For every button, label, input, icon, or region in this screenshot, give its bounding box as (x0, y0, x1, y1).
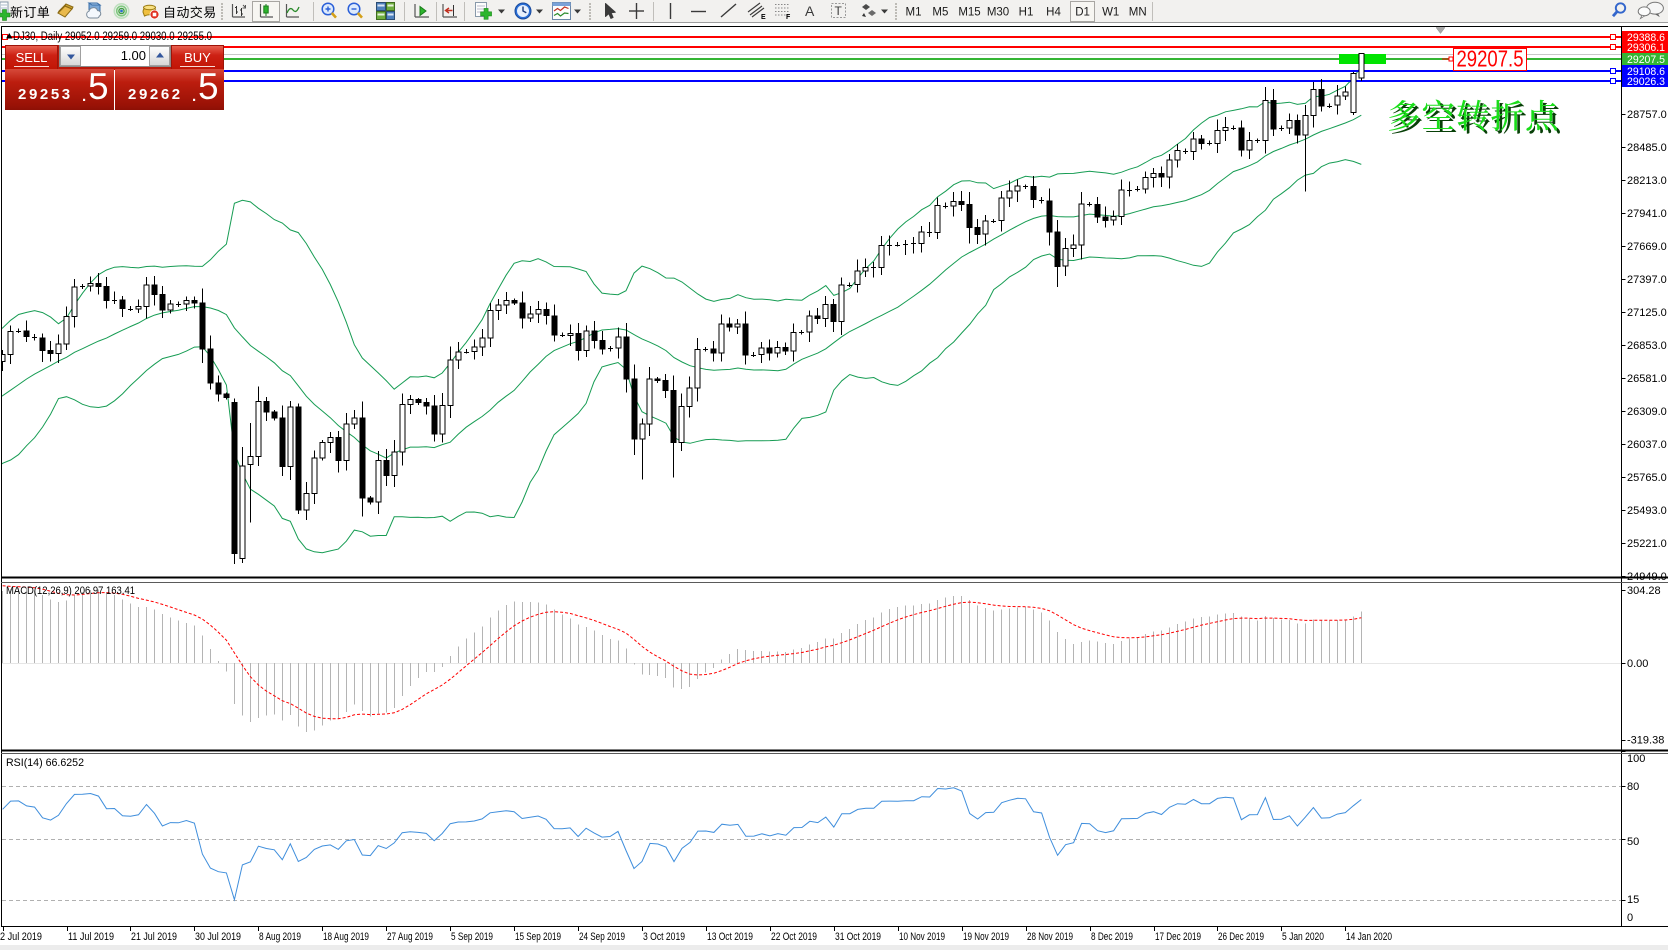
svg-text:27 Aug 2019: 27 Aug 2019 (387, 931, 433, 943)
svg-text:29026.3: 29026.3 (1627, 76, 1665, 88)
svg-text:H1: H1 (1019, 7, 1034, 19)
svg-text:29207.5: 29207.5 (1627, 54, 1665, 66)
svg-text:27397.0: 27397.0 (1627, 274, 1667, 286)
svg-text:28485.0: 28485.0 (1627, 142, 1667, 154)
svg-text:22 Oct 2019: 22 Oct 2019 (771, 931, 817, 943)
svg-text:27941.0: 27941.0 (1627, 208, 1667, 220)
svg-text:50: 50 (1627, 836, 1639, 848)
svg-text:21 Jul 2019: 21 Jul 2019 (131, 931, 177, 943)
svg-text:26309.0: 26309.0 (1627, 406, 1667, 418)
svg-text:26 Dec 2019: 26 Dec 2019 (1218, 931, 1264, 943)
svg-text:8 Aug 2019: 8 Aug 2019 (259, 931, 301, 943)
svg-text:25493.0: 25493.0 (1627, 505, 1667, 517)
svg-text:5 Sep 2019: 5 Sep 2019 (451, 931, 493, 943)
svg-text:5 Jan 2020: 5 Jan 2020 (1282, 931, 1324, 943)
svg-text:13 Oct 2019: 13 Oct 2019 (707, 931, 753, 943)
svg-text:27669.0: 27669.0 (1627, 241, 1667, 253)
svg-text:F: F (786, 14, 791, 21)
svg-text:15 Sep 2019: 15 Sep 2019 (515, 931, 561, 943)
svg-text:24949.0: 24949.0 (1627, 571, 1667, 583)
svg-text:26581.0: 26581.0 (1627, 373, 1667, 385)
svg-text:A: A (805, 3, 815, 19)
svg-text:27125.0: 27125.0 (1627, 307, 1667, 319)
svg-text:3 Oct 2019: 3 Oct 2019 (643, 931, 685, 943)
svg-text:14 Jan 2020: 14 Jan 2020 (1346, 931, 1392, 943)
svg-text:28213.0: 28213.0 (1627, 175, 1667, 187)
svg-text:-319.38: -319.38 (1627, 735, 1664, 747)
svg-text:RSI(14) 66.6252: RSI(14) 66.6252 (6, 757, 84, 769)
svg-text:25221.0: 25221.0 (1627, 538, 1667, 550)
svg-text:8 Dec 2019: 8 Dec 2019 (1091, 931, 1133, 943)
svg-text:E: E (761, 14, 766, 21)
svg-text:304.28: 304.28 (1627, 585, 1661, 597)
svg-text:M5: M5 (932, 7, 948, 19)
svg-text:30 Jul 2019: 30 Jul 2019 (195, 931, 241, 943)
svg-text:26853.0: 26853.0 (1627, 340, 1667, 352)
svg-text:0: 0 (1627, 912, 1633, 924)
svg-text:31 Oct 2019: 31 Oct 2019 (835, 931, 881, 943)
svg-text:MN: MN (1129, 7, 1147, 19)
svg-text:11 Jul 2019: 11 Jul 2019 (68, 931, 114, 943)
svg-text:0.00: 0.00 (1627, 658, 1648, 670)
svg-text:17 Dec 2019: 17 Dec 2019 (1155, 931, 1201, 943)
svg-text:26037.0: 26037.0 (1627, 439, 1667, 451)
svg-text:M30: M30 (987, 7, 1009, 19)
svg-text:80: 80 (1627, 781, 1639, 793)
svg-text:100: 100 (1627, 753, 1645, 765)
svg-text:28757.0: 28757.0 (1627, 109, 1667, 121)
svg-text:15: 15 (1627, 894, 1639, 906)
svg-text:W1: W1 (1102, 7, 1119, 19)
svg-text:29306.1: 29306.1 (1627, 42, 1665, 54)
svg-text:25765.0: 25765.0 (1627, 472, 1667, 484)
svg-text:DJ30, Daily 29052.0 29259.0 2: DJ30, Daily 29052.0 29259.0 29030.0 2925… (13, 31, 212, 43)
svg-text:D1: D1 (1075, 7, 1090, 19)
svg-text:MACD(12,26,9) 206.97 163.41: MACD(12,26,9) 206.97 163.41 (6, 585, 135, 597)
svg-text:H4: H4 (1046, 7, 1061, 19)
svg-text:24 Sep 2019: 24 Sep 2019 (579, 931, 625, 943)
svg-text:T: T (835, 4, 843, 18)
svg-text:29207.5: 29207.5 (1457, 46, 1524, 72)
svg-text:28 Nov 2019: 28 Nov 2019 (1027, 931, 1073, 943)
svg-text:M1: M1 (906, 7, 922, 19)
svg-text:19 Nov 2019: 19 Nov 2019 (963, 931, 1009, 943)
svg-text:2 Jul 2019: 2 Jul 2019 (0, 931, 42, 943)
svg-text:10 Nov 2019: 10 Nov 2019 (899, 931, 945, 943)
svg-text:M15: M15 (958, 7, 980, 19)
svg-text:18 Aug 2019: 18 Aug 2019 (323, 931, 369, 943)
